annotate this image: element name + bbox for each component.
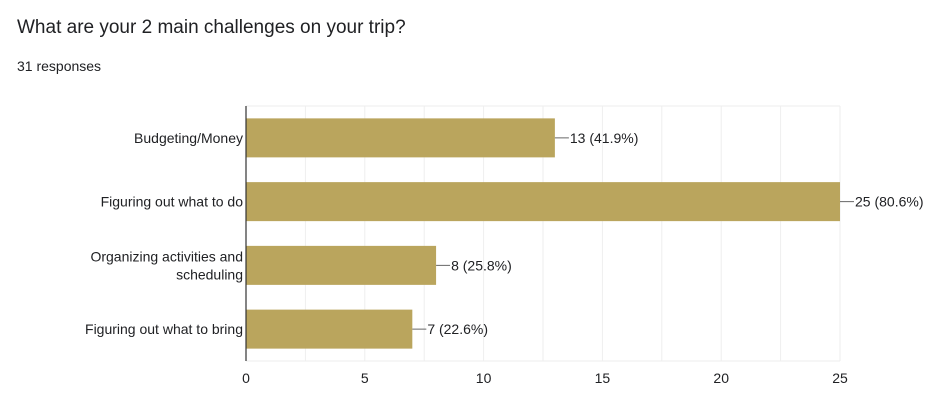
x-tick-label: 15 bbox=[595, 370, 611, 386]
response-count: 31 responses bbox=[17, 58, 102, 74]
bar bbox=[246, 118, 555, 158]
category-label: Figuring out what to bring bbox=[85, 321, 243, 337]
data-label: 7 (22.6%) bbox=[427, 321, 488, 337]
bar bbox=[246, 245, 437, 285]
category-label: Budgeting/Money bbox=[134, 130, 243, 146]
x-tick-label: 20 bbox=[713, 370, 729, 386]
bar bbox=[246, 182, 840, 222]
x-tick-label: 25 bbox=[832, 370, 848, 386]
data-label: 8 (25.8%) bbox=[451, 257, 512, 273]
x-tick-label: 10 bbox=[476, 370, 492, 386]
question-title: What are your 2 main challenges on your … bbox=[17, 17, 406, 38]
category-label: Organizing activities and bbox=[90, 248, 243, 264]
data-label: 25 (80.6%) bbox=[855, 194, 923, 210]
category-label: scheduling bbox=[176, 266, 243, 282]
category-label: Figuring out what to do bbox=[101, 194, 244, 210]
data-label: 13 (41.9%) bbox=[570, 130, 638, 146]
bar bbox=[246, 309, 413, 349]
x-tick-label: 0 bbox=[242, 370, 250, 386]
x-tick-label: 5 bbox=[361, 370, 369, 386]
